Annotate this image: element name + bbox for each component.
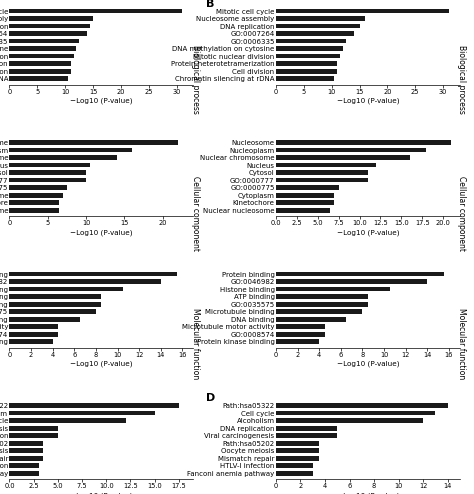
Bar [276, 324, 325, 329]
Bar [9, 331, 58, 336]
Bar [276, 463, 313, 468]
Text: Biological process: Biological process [191, 45, 200, 114]
Bar [9, 31, 88, 36]
Bar [9, 54, 73, 58]
Bar [9, 441, 43, 446]
Bar [9, 46, 76, 51]
Bar [276, 455, 319, 460]
Bar [276, 403, 447, 408]
Bar [276, 170, 368, 175]
Bar [9, 39, 79, 43]
X-axis label: −Log10 (P-value): −Log10 (P-value) [70, 229, 133, 236]
Bar [9, 411, 155, 415]
Text: Molecular function: Molecular function [191, 308, 200, 379]
Text: B: B [206, 0, 215, 8]
X-axis label: −Log10 (P-value): −Log10 (P-value) [337, 492, 399, 494]
Bar [276, 155, 410, 160]
Bar [276, 8, 448, 13]
Bar [9, 403, 179, 408]
Bar [9, 272, 177, 277]
Bar [9, 309, 96, 314]
Bar [9, 200, 59, 205]
Bar [9, 471, 38, 476]
Bar [276, 339, 319, 344]
Text: Cellular component: Cellular component [457, 176, 466, 251]
Bar [276, 31, 354, 36]
Bar [276, 294, 368, 299]
Bar [9, 207, 59, 212]
X-axis label: −Log10 (P-value): −Log10 (P-value) [337, 98, 399, 104]
Bar [276, 39, 346, 43]
Bar [9, 170, 86, 175]
Bar [276, 418, 423, 423]
Bar [9, 279, 161, 284]
Bar [276, 331, 325, 336]
Bar [9, 155, 117, 160]
Bar [9, 324, 58, 329]
Bar [276, 426, 337, 430]
Bar [276, 54, 340, 58]
Bar [276, 433, 337, 438]
X-axis label: −Log10 (P-value): −Log10 (P-value) [70, 361, 133, 367]
Bar [9, 339, 53, 344]
Bar [276, 411, 435, 415]
Bar [276, 207, 330, 212]
Bar [9, 69, 71, 74]
Bar [9, 61, 71, 66]
Text: Cellular component: Cellular component [191, 176, 200, 251]
Bar [276, 441, 319, 446]
Bar [276, 279, 428, 284]
Bar [276, 287, 390, 291]
Bar [9, 433, 58, 438]
Bar [276, 46, 343, 51]
Bar [9, 16, 93, 21]
X-axis label: −Log10 (P-value): −Log10 (P-value) [337, 361, 399, 367]
X-axis label: −Log10 (P-value): −Log10 (P-value) [70, 492, 133, 494]
X-axis label: −Log10 (P-value): −Log10 (P-value) [70, 98, 133, 104]
Bar [9, 287, 123, 291]
Bar [276, 448, 319, 453]
Bar [9, 455, 43, 460]
Bar [276, 140, 451, 145]
Bar [276, 309, 363, 314]
Bar [9, 317, 80, 322]
Bar [9, 302, 101, 306]
Bar [276, 317, 346, 322]
Bar [276, 148, 426, 153]
Bar [9, 76, 68, 81]
Bar [9, 448, 43, 453]
Bar [276, 163, 376, 167]
Bar [276, 185, 338, 190]
Bar [276, 178, 368, 182]
Text: Molecular function: Molecular function [457, 308, 466, 379]
Bar [9, 8, 182, 13]
Bar [9, 418, 126, 423]
Bar [276, 76, 335, 81]
Bar [9, 185, 67, 190]
Bar [9, 140, 178, 145]
Bar [276, 61, 337, 66]
Bar [9, 193, 63, 198]
Bar [276, 16, 365, 21]
Bar [276, 471, 313, 476]
X-axis label: −Log10 (P-value): −Log10 (P-value) [337, 229, 399, 236]
Bar [9, 148, 132, 153]
Bar [9, 178, 86, 182]
Bar [276, 272, 444, 277]
Bar [9, 24, 90, 29]
Bar [9, 426, 58, 430]
Text: D: D [206, 393, 215, 403]
Bar [9, 163, 90, 167]
Bar [276, 69, 337, 74]
Bar [276, 302, 368, 306]
Bar [9, 294, 101, 299]
Bar [276, 24, 359, 29]
Text: Biological process: Biological process [457, 45, 466, 114]
Bar [9, 463, 38, 468]
Bar [276, 193, 335, 198]
Bar [276, 200, 335, 205]
